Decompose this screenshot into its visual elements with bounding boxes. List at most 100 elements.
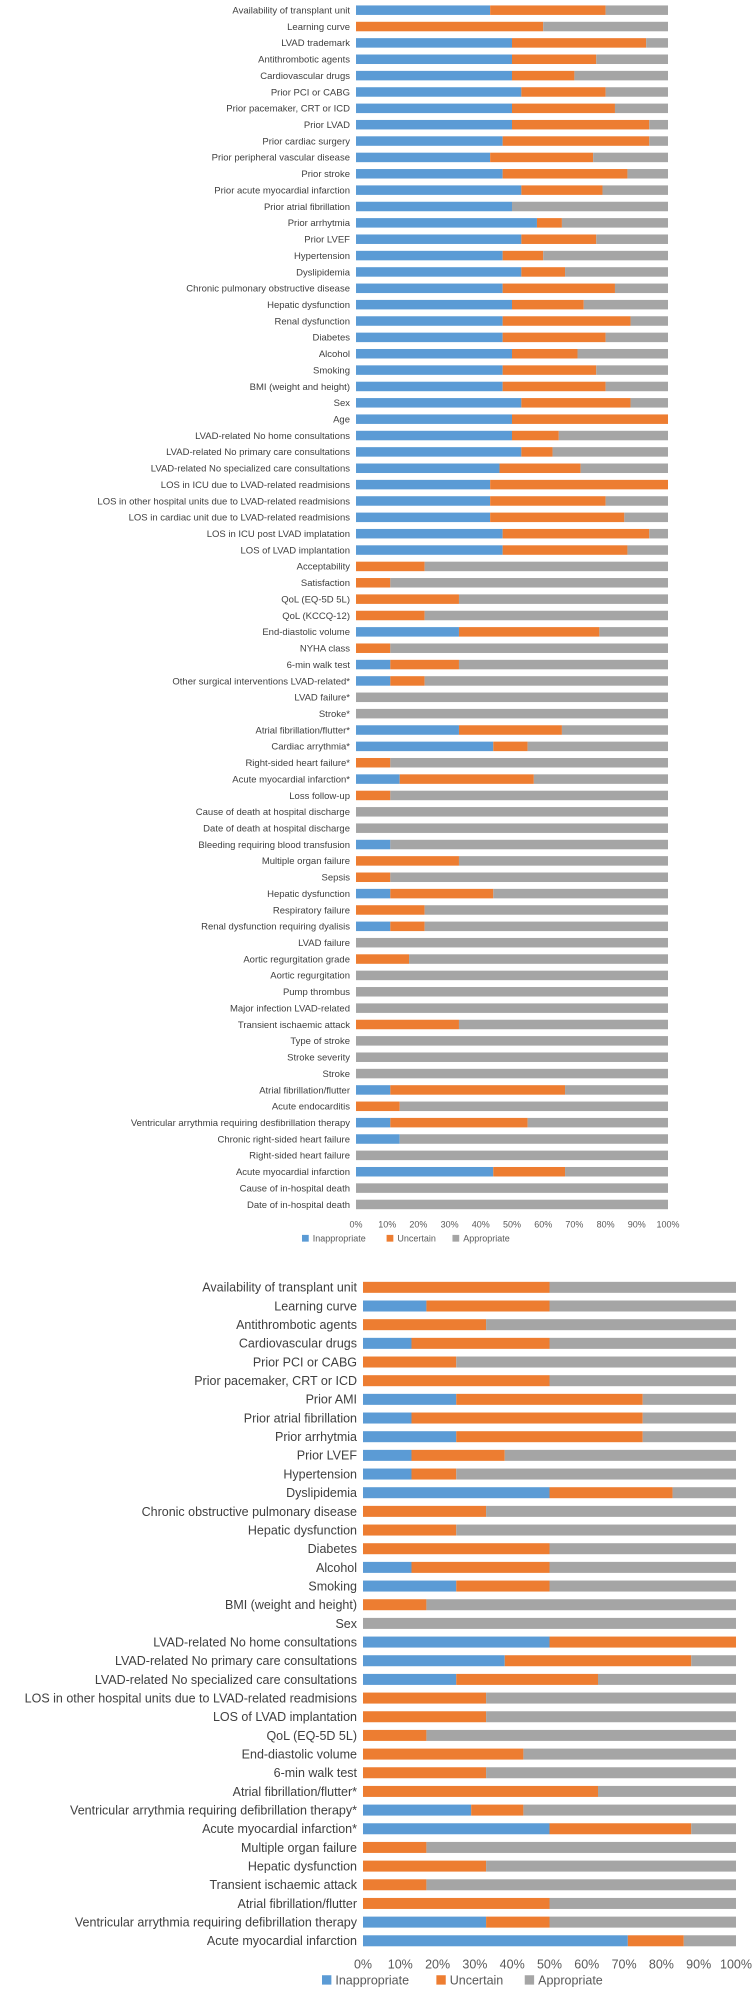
bar-uncertain <box>512 103 615 114</box>
bar-row: LVAD failure* <box>294 692 668 704</box>
bar-uncertain <box>363 1767 487 1779</box>
legend-label: Uncertain <box>450 1974 504 1988</box>
legend: Inappropriate Uncertain Appropriate <box>322 1974 603 1988</box>
bar-uncertain <box>521 234 597 244</box>
category-label: Prior atrial fibrillation <box>264 202 350 213</box>
category-label: Multiple organ failure <box>262 856 350 867</box>
bar-row: Acute myocardial infarction* <box>202 1822 736 1836</box>
bar-inappropriate <box>356 725 459 735</box>
legend-swatch <box>436 1975 446 1985</box>
bar-appropriate <box>614 103 668 114</box>
bar-row: Antithrombotic agents <box>236 1318 736 1332</box>
bar-appropriate <box>602 185 668 195</box>
bar-row: Renal dysfunction <box>274 316 668 327</box>
category-label: LOS of LVAD implantation <box>241 545 350 556</box>
bar-row: Respiratory failure <box>273 905 668 916</box>
category-label: Availability of transplant unit <box>232 6 350 17</box>
bar-appropriate <box>399 1134 668 1144</box>
bar-row: Cause of death at hospital discharge <box>196 807 668 818</box>
x-tick-label: 50% <box>503 1220 521 1230</box>
legend-item: Inappropriate <box>322 1974 409 1988</box>
bar-uncertain <box>521 267 566 277</box>
bar-appropriate <box>356 1150 668 1161</box>
bar-row: Right-sided heart failure <box>249 1150 668 1162</box>
bar-row: Prior atrial fibrillation <box>244 1411 736 1425</box>
bar-row: BMI (weight and height) <box>250 381 668 393</box>
bar-row: Acute myocardial infarction <box>207 1934 736 1948</box>
bar-row: Cardiac arrythmia* <box>271 741 668 753</box>
category-label: Acute myocardial infarction <box>207 1934 357 1948</box>
bar-uncertain <box>363 1841 427 1853</box>
bar-row: LOS in other hospital units due to LVAD-… <box>97 496 668 507</box>
category-label: Chronic right-sided heart failure <box>217 1134 350 1145</box>
category-label: End-diastolic volume <box>262 627 350 638</box>
bar-row: Stroke* <box>319 708 668 720</box>
x-tick-label: 100% <box>656 1220 679 1230</box>
bar-row: Prior arrhytmia <box>288 218 668 229</box>
bar-uncertain <box>512 38 647 48</box>
category-label: Prior atrial fibrillation <box>244 1411 357 1425</box>
bar-appropriate <box>597 1673 736 1685</box>
bar-uncertain <box>356 21 544 32</box>
bar-uncertain <box>471 1804 524 1816</box>
bar-appropriate <box>596 54 668 65</box>
bar-appropriate <box>565 267 668 277</box>
bar-appropriate <box>390 643 668 653</box>
category-label: Cause of in-hospital death <box>240 1183 350 1194</box>
legend-item: Uncertain <box>436 1974 503 1988</box>
bar-appropriate <box>390 790 668 801</box>
category-label: Stroke severity <box>287 1053 350 1064</box>
bar-appropriate <box>486 1505 736 1517</box>
bar-row: Atrial fibrillation/flutter* <box>233 1785 736 1799</box>
bar-appropriate <box>486 1711 736 1723</box>
bar-appropriate <box>390 578 668 588</box>
bar-row: Sex <box>334 398 668 409</box>
category-label: LVAD-related No primary care consultatio… <box>115 1654 357 1668</box>
bar-inappropriate <box>356 479 491 490</box>
bar-appropriate <box>356 937 668 948</box>
bar-row: Prior acute myocardial infarction <box>214 185 668 196</box>
category-label: Alcohol <box>316 1561 357 1575</box>
bar-uncertain <box>356 790 391 801</box>
bar-appropriate <box>549 1580 736 1592</box>
category-label: Renal dysfunction <box>274 316 350 327</box>
bar-uncertain <box>426 1300 550 1312</box>
bar-row: Transient ischaemic attack <box>209 1878 736 1892</box>
bar-uncertain <box>363 1543 550 1555</box>
bar-uncertain <box>356 905 425 915</box>
bar-row: Atrial fibrillation/flutter* <box>255 725 668 736</box>
bar-appropriate <box>426 1841 736 1853</box>
bar-uncertain <box>627 1935 684 1947</box>
bar-appropriate <box>424 610 668 621</box>
bar-row: Type of stroke <box>290 1036 668 1047</box>
bar-appropriate <box>646 38 668 48</box>
bar-appropriate <box>426 1599 736 1611</box>
bar-appropriate <box>543 250 668 261</box>
bar-uncertain <box>512 70 575 81</box>
bar-uncertain <box>356 594 459 604</box>
bar-appropriate <box>456 1468 736 1480</box>
bar-uncertain <box>390 1117 528 1128</box>
bar-appropriate <box>599 627 668 637</box>
bar-inappropriate <box>363 1487 550 1499</box>
bar-uncertain <box>399 774 534 784</box>
bar-inappropriate <box>363 1449 412 1461</box>
bar-uncertain <box>390 921 425 932</box>
bar-appropriate <box>523 1748 736 1760</box>
bar-appropriate <box>649 119 668 130</box>
bar-inappropriate <box>356 5 491 15</box>
bar-appropriate <box>565 1085 668 1095</box>
bar-row: Chronic right-sided heart failure <box>217 1134 668 1145</box>
bar-appropriate <box>561 725 668 735</box>
category-label: Atrial fibrillation/flutter <box>259 1085 350 1096</box>
bar-row: LVAD trademark <box>281 38 668 49</box>
category-label: Learning curve <box>287 22 350 33</box>
bar-uncertain <box>512 348 578 359</box>
bar-inappropriate <box>356 627 459 637</box>
bar-inappropriate <box>363 1300 427 1312</box>
bar-row: QoL (KCCQ-12) <box>282 610 668 622</box>
category-label: BMI (weight and height) <box>225 1598 357 1612</box>
category-label: Major infection LVAD-related <box>230 1003 350 1014</box>
legend: Inappropriate Uncertain Appropriate <box>302 1234 510 1244</box>
bar-uncertain <box>512 119 650 130</box>
